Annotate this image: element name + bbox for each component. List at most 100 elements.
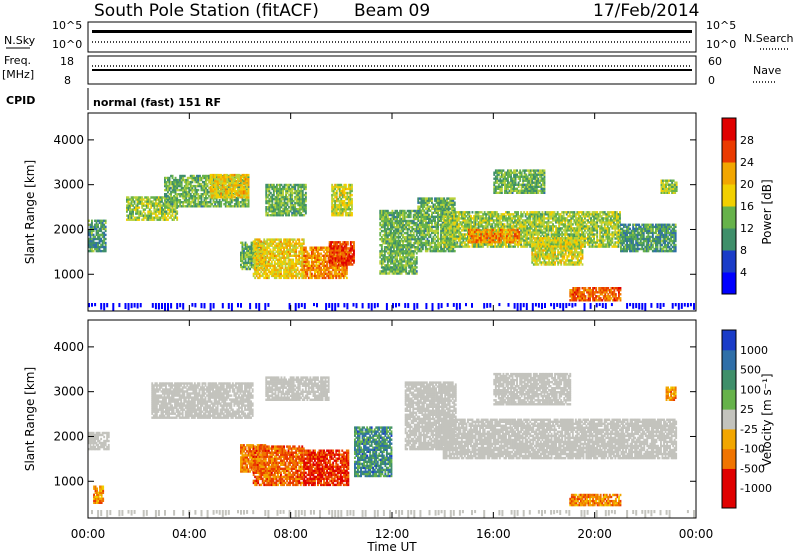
power-echo-cell: [349, 214, 352, 217]
power-echo-cell: [100, 245, 103, 249]
power-echo-cell: [142, 202, 145, 205]
power-echo-cell: [411, 254, 414, 257]
power-echo-cell: [424, 225, 427, 229]
power-echo-cell: [159, 202, 162, 205]
power-echo-cell: [397, 236, 400, 239]
power-echo-cell: [173, 186, 175, 190]
power-echo-cell: [303, 274, 306, 278]
power-echo-cell: [283, 256, 285, 259]
power-echo-cell: [489, 243, 492, 246]
power-echo-cell: [349, 249, 352, 252]
power-echo-cell: [341, 191, 344, 195]
power-echo-cell: [283, 187, 286, 191]
power-echo-cell: [423, 201, 426, 204]
power-echo-cell: [265, 195, 268, 199]
power-echo-cell: [340, 261, 343, 264]
power-echo-cell: [421, 231, 424, 235]
power-echo-cell: [214, 186, 217, 189]
power-echo-cell: [477, 243, 480, 246]
power-echo-cell: [194, 199, 197, 202]
power-echo-cell: [280, 214, 283, 217]
power-echo-cell: [345, 266, 348, 270]
power-echo-cell: [98, 221, 101, 224]
power-echo-cell: [310, 250, 313, 253]
power-echo-cell: [266, 260, 269, 263]
power-echo-cell: [235, 205, 238, 208]
power-echo-cell: [233, 196, 236, 199]
power-echo-cell: [103, 219, 106, 222]
power-echo-cell: [139, 198, 142, 201]
power-echo-cell: [202, 205, 204, 208]
power-echo-cell: [379, 244, 382, 247]
power-echo-cell: [341, 203, 344, 207]
power-echo-cell: [268, 191, 271, 195]
power-echo-cell: [463, 211, 466, 214]
power-echo-cell: [226, 173, 229, 177]
power-echo-cell: [421, 223, 424, 226]
power-echo-cell: [299, 250, 302, 253]
power-echo-cell: [298, 212, 301, 215]
power-echo-cell: [220, 205, 223, 208]
power-echo-cell: [281, 244, 284, 247]
power-echo-cell: [438, 197, 441, 200]
power-echo-cell: [154, 210, 157, 213]
power-echo-cell: [148, 216, 151, 219]
power-echo-cell: [349, 212, 352, 215]
power-echo-cell: [235, 203, 238, 206]
power-echo-cell: [383, 242, 386, 245]
power-echo-cell: [281, 252, 284, 255]
power-echo-cell: [237, 180, 239, 183]
power-echo-cell: [303, 187, 306, 191]
power-echo-cell: [477, 245, 480, 248]
power-echo-cell: [257, 244, 260, 247]
power-echo-cell: [289, 248, 291, 251]
power-echo-cell: [281, 274, 284, 278]
power-echo-cell: [304, 260, 307, 263]
power-echo-cell: [424, 207, 427, 210]
power-echo-cell: [402, 209, 404, 213]
power-echo-cell: [444, 219, 447, 222]
power-echo-cell: [199, 176, 201, 180]
power-echo-cell: [330, 263, 333, 266]
power-echo-cell: [103, 241, 106, 245]
power-echo-cell: [244, 203, 247, 206]
power-echo-cell: [489, 215, 492, 218]
power-echo-cell: [400, 264, 403, 267]
power-echo-cell: [303, 270, 306, 274]
power-echo-cell: [295, 262, 298, 265]
power-echo-cell: [296, 242, 299, 245]
nsky-tick-top: 10^5: [52, 19, 82, 32]
power-echo-region: [209, 173, 250, 199]
power-echo-cell: [241, 205, 244, 208]
power-echo-cell: [408, 225, 411, 229]
power-echo-cell: [421, 207, 424, 210]
power-echo-cell: [292, 264, 295, 267]
power-echo-cell: [420, 225, 423, 229]
power-echo-cell: [252, 242, 255, 245]
power-echo-cell: [399, 236, 401, 239]
power-echo-cell: [445, 223, 448, 226]
power-echo-cell: [420, 227, 423, 231]
power-echo-cell: [331, 259, 334, 262]
power-echo-cell: [379, 254, 382, 257]
power-echo-cell: [382, 211, 385, 215]
power-echo-cell: [338, 206, 341, 209]
power-echo-cell: [426, 197, 429, 200]
power-echo-cell: [388, 272, 391, 275]
power-echo-cell: [483, 227, 486, 230]
power-echo-cell: [447, 201, 450, 204]
power-echo-cell: [286, 208, 289, 211]
power-echo-cell: [330, 264, 333, 267]
power-echo-cell: [396, 242, 398, 245]
power-echo-cell: [141, 218, 144, 221]
power-echo-cell: [246, 249, 248, 252]
power-echo-cell: [244, 178, 247, 181]
power-echo-cell: [168, 208, 171, 211]
power-echo-cell: [318, 260, 321, 263]
power-echo-cell: [101, 241, 104, 245]
power-echo-cell: [342, 249, 345, 252]
power-echo-cell: [391, 219, 394, 223]
power-echo-cell: [304, 246, 307, 249]
power-echo-cell: [438, 215, 441, 218]
power-echo-cell: [343, 199, 346, 203]
